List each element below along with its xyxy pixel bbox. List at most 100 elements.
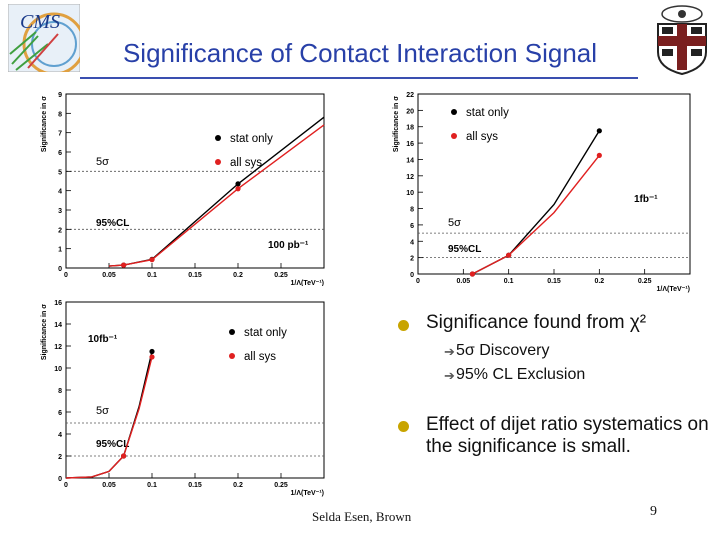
legend-marker	[215, 135, 221, 141]
x-tick-label: 0.05	[457, 278, 471, 285]
y-tick-label: 4	[58, 432, 62, 439]
series-line	[65, 356, 153, 479]
data-point	[121, 262, 127, 268]
data-point	[469, 271, 475, 277]
legend-marker	[229, 353, 235, 359]
data-point	[149, 354, 155, 360]
y-tick-label: 12	[54, 344, 62, 351]
y-axis-label: Significance in σ	[41, 96, 48, 152]
data-point	[506, 252, 512, 258]
data-point	[596, 152, 602, 158]
bullet-systematics: Effect of dijet ratio systematics on the…	[426, 414, 709, 457]
y-tick-label: 16	[406, 141, 414, 148]
reference-line-label: 5σ	[448, 217, 461, 229]
arrow-icon: ➔	[444, 344, 455, 359]
y-tick-label: 6	[58, 410, 62, 417]
y-tick-label: 18	[406, 125, 414, 132]
data-point	[235, 181, 241, 187]
legend-marker	[229, 329, 235, 335]
subbullet-exclusion: 95% CL Exclusion	[456, 366, 586, 383]
x-tick-label: 0.15	[188, 482, 202, 489]
y-tick-label: 9	[58, 92, 62, 99]
slide-title: Significance of Contact Interaction Sign…	[122, 38, 598, 68]
reference-line-label: 5σ	[96, 156, 109, 168]
y-tick-label: 1	[58, 247, 62, 254]
legend-label: stat only	[244, 327, 287, 339]
y-tick-label: 6	[58, 150, 62, 157]
legend-marker	[451, 109, 457, 115]
bullet-dot	[398, 320, 409, 331]
y-tick-label: 7	[58, 131, 62, 138]
y-tick-label: 14	[406, 157, 414, 164]
x-tick-label: 0	[64, 482, 68, 489]
legend-label: all sys	[466, 131, 498, 143]
title-underline	[80, 77, 638, 79]
x-tick-label: 0.25	[274, 272, 288, 279]
y-tick-label: 2	[410, 256, 414, 263]
data-point	[149, 348, 155, 355]
legend-marker	[215, 159, 221, 165]
y-tick-label: 8	[58, 388, 62, 395]
legend-label: stat only	[230, 133, 273, 145]
y-tick-label: 10	[54, 366, 62, 373]
reference-line-label: 95%CL	[96, 218, 129, 229]
data-point	[596, 128, 602, 134]
x-tick-label: 0.1	[147, 272, 157, 279]
data-point	[149, 257, 155, 263]
x-tick-label: 0.25	[638, 278, 652, 285]
y-axis-label: Significance in σ	[41, 304, 48, 360]
x-tick-label: 0	[64, 272, 68, 279]
x-tick-label: 0.05	[102, 272, 116, 279]
y-tick-label: 20	[406, 108, 414, 115]
y-tick-label: 6	[410, 223, 414, 230]
plot-frame	[417, 93, 691, 275]
x-tick-label: 0.2	[594, 278, 604, 285]
x-tick-label: 0.1	[147, 482, 157, 489]
y-tick-label: 2	[58, 227, 62, 234]
luminosity-annotation: 10fb⁻¹	[88, 334, 118, 345]
luminosity-annotation: 100 pb⁻¹	[268, 240, 309, 251]
chart-1fb: 5σ 95%CL 0 0.05 0.1 0.15 0.2 0.25 0 2 4 6 8 10 12 14 16 1…	[393, 92, 691, 293]
legend-label: all sys	[230, 157, 262, 169]
x-tick-label: 0	[416, 278, 420, 285]
x-axis-label: 1/Λ(TeV⁻¹)	[290, 280, 324, 286]
y-tick-label: 0	[410, 272, 414, 279]
reference-line-label: 5σ	[96, 405, 109, 417]
y-tick-label: 0	[58, 266, 62, 273]
x-tick-label: 0.2	[233, 272, 243, 279]
cms-logo: CMS	[8, 4, 80, 72]
y-tick-label: 0	[58, 476, 62, 483]
luminosity-annotation: 1fb⁻¹	[634, 194, 658, 205]
legend-label: all sys	[244, 351, 276, 363]
page-number: 9	[650, 504, 657, 519]
y-tick-label: 8	[58, 111, 62, 118]
y-tick-label: 5	[58, 169, 62, 176]
x-tick-label: 0.05	[102, 482, 116, 489]
x-tick-label: 0.15	[547, 278, 561, 285]
x-axis-label: 1/Λ(TeV⁻¹)	[290, 490, 324, 497]
reference-line-label: 95%CL	[96, 439, 129, 450]
x-tick-label: 0.25	[274, 482, 288, 489]
y-tick-label: 10	[406, 190, 414, 197]
subbullet-discovery: 5σ Discovery	[456, 342, 550, 359]
y-tick-label: 2	[58, 454, 62, 461]
x-axis-label: 1/Λ(TeV⁻¹)	[656, 286, 690, 293]
arrow-icon: ➔	[444, 368, 455, 383]
y-tick-label: 14	[54, 322, 62, 329]
svg-text:CMS: CMS	[20, 11, 60, 33]
y-tick-label: 12	[406, 174, 414, 181]
x-tick-label: 0.1	[504, 278, 514, 285]
plot-frame	[65, 93, 325, 269]
chart-10fb: 5σ 95%CL 0 0.05 0.1 0.15 0.2 0.25 0 2 4 6 8 10 12 14 16 S…	[41, 300, 325, 497]
data-point	[235, 186, 241, 192]
bullet-significance: Significance found from χ²	[426, 312, 647, 333]
data-point	[121, 453, 127, 459]
y-tick-label: 16	[54, 300, 62, 307]
y-tick-label: 4	[58, 189, 62, 196]
bullet-dot	[398, 421, 409, 432]
y-tick-label: 22	[406, 92, 414, 99]
x-tick-label: 0.15	[188, 272, 202, 279]
legend-label: stat only	[466, 107, 509, 119]
y-tick-label: 3	[58, 208, 62, 215]
footer-author: Selda Esen, Brown	[312, 509, 412, 524]
